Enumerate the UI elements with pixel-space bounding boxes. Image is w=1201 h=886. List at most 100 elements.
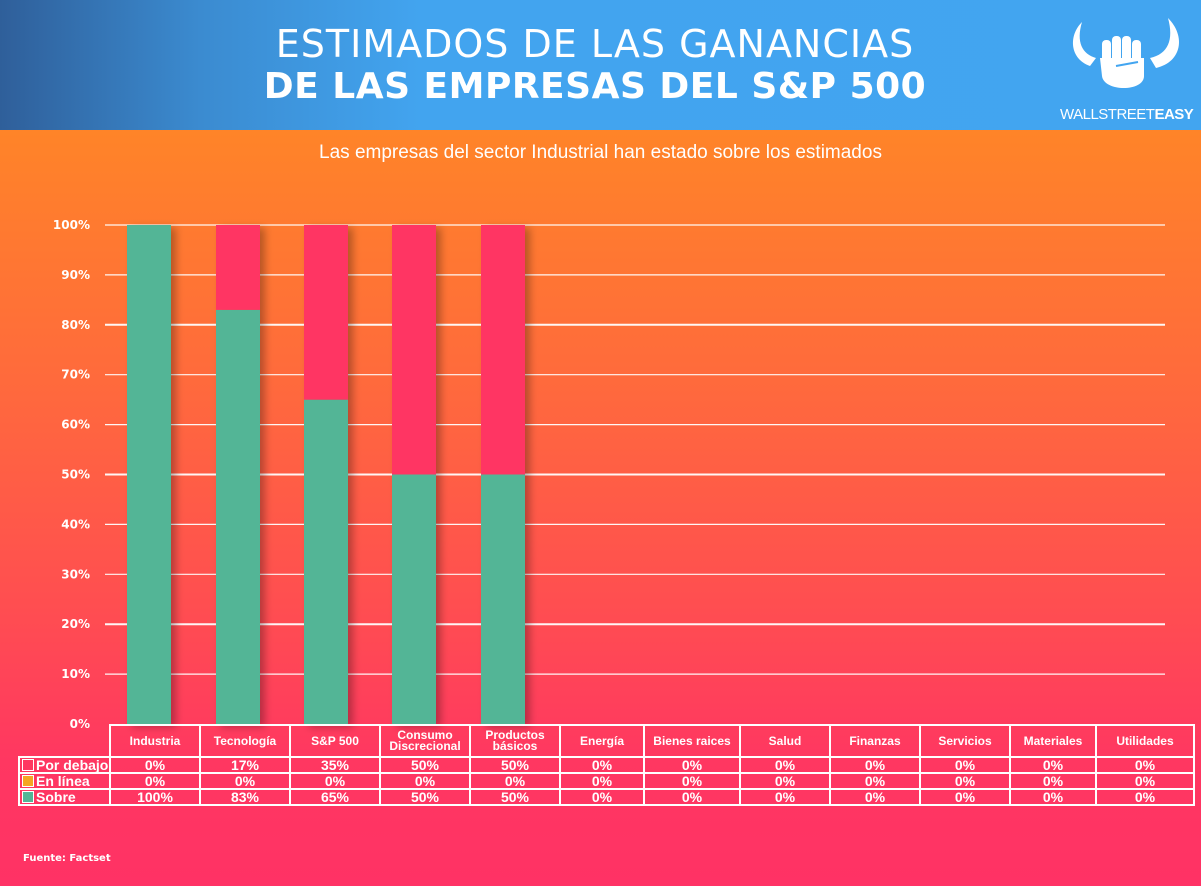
legend-entry: Sobre bbox=[18, 788, 111, 806]
data-label: 0% bbox=[829, 788, 921, 806]
gridlines bbox=[105, 224, 1165, 675]
legend-label: En línea bbox=[36, 773, 90, 789]
data-table: Industria Tecnología S&P 500 Consumo Discrec… bbox=[18, 724, 1195, 806]
category-label: S&P 500 bbox=[311, 733, 359, 748]
bar-stack bbox=[216, 225, 260, 724]
table-header-row: Industria Tecnología S&P 500 Consumo Discrec… bbox=[19, 724, 1195, 758]
category-label: Finanzas bbox=[849, 733, 901, 748]
table-corner bbox=[19, 725, 111, 758]
legend-label: Por debajo bbox=[36, 757, 109, 773]
category-label: básicos bbox=[492, 739, 538, 753]
category-header: Productos básicos bbox=[469, 724, 561, 758]
title-line-1: ESTIMADOS DE LAS GANANCIAS bbox=[275, 22, 915, 66]
table-row: En línea 0% 0% 0% 0% 0% 0% 0% 0% 0% 0% 0% 0% bbox=[18, 772, 1195, 790]
category-label: Salud bbox=[768, 733, 802, 748]
data-label: 0% bbox=[739, 772, 831, 790]
legend-label: Sobre bbox=[36, 789, 76, 805]
legend-entry: Por debajo bbox=[18, 756, 111, 774]
category-label: Energía bbox=[579, 733, 624, 748]
source-note: Fuente: Factset bbox=[23, 853, 111, 864]
table-row: Sobre 100% 83% 65% 50% 50% 0% 0% 0% 0% 0% 0% 0% bbox=[18, 788, 1195, 806]
category-header: Materiales bbox=[1009, 724, 1097, 758]
data-label: 35% bbox=[289, 756, 381, 774]
data-label: 0% bbox=[1095, 788, 1195, 806]
data-label: 0% bbox=[919, 756, 1011, 774]
data-label: 0% bbox=[919, 788, 1011, 806]
data-label: 0% bbox=[739, 756, 831, 774]
data-label: 0% bbox=[199, 772, 291, 790]
data-label: 0% bbox=[1009, 788, 1097, 806]
data-label: 50% bbox=[469, 788, 561, 806]
bar-segment-por-debajo bbox=[481, 225, 525, 475]
bar-stack bbox=[392, 225, 436, 724]
bars bbox=[127, 225, 525, 724]
category-label: Utilidades bbox=[1116, 733, 1174, 748]
legend-swatch bbox=[22, 775, 34, 787]
y-tick-label: 30% bbox=[61, 567, 90, 581]
data-label: 0% bbox=[1009, 772, 1097, 790]
data-label: 0% bbox=[109, 756, 201, 774]
category-label: Discrecional bbox=[389, 739, 461, 753]
category-label: Materiales bbox=[1023, 733, 1083, 748]
category-header: Tecnología bbox=[199, 724, 291, 758]
brand-name: WALLSTREETEASY bbox=[1060, 106, 1194, 123]
y-tick-label: 20% bbox=[61, 617, 90, 631]
data-label: 17% bbox=[199, 756, 291, 774]
y-axis-ticks: 0%10%20%30%40%50%60%70%80%90%100% bbox=[53, 218, 90, 731]
data-label: 0% bbox=[1009, 756, 1097, 774]
y-tick-label: 70% bbox=[61, 368, 90, 382]
bar-segment-sobre bbox=[481, 474, 525, 724]
data-label: 0% bbox=[643, 788, 741, 806]
brand-name-light: WALLSTREET bbox=[1060, 106, 1155, 123]
data-label: 0% bbox=[829, 756, 921, 774]
table-row: Por debajo 0% 17% 35% 50% 50% 0% 0% 0% 0% 0% 0% 0% bbox=[18, 756, 1195, 774]
y-tick-label: 40% bbox=[61, 517, 90, 531]
category-label: Consumo bbox=[397, 728, 453, 742]
brand-logo: WALLSTREETEASY bbox=[1060, 14, 1194, 124]
data-label: 0% bbox=[289, 772, 381, 790]
data-label: 0% bbox=[1095, 756, 1195, 774]
legend-entry: En línea bbox=[18, 772, 111, 790]
bar-stack bbox=[127, 225, 171, 724]
category-header: Consumo Discrecional bbox=[379, 724, 471, 758]
category-label: Bienes raices bbox=[653, 733, 731, 748]
category-header: Energía bbox=[559, 724, 645, 758]
data-label: 0% bbox=[379, 772, 471, 790]
brand-name-bold: EASY bbox=[1154, 106, 1194, 123]
y-tick-label: 10% bbox=[61, 667, 90, 681]
category-label: Servicios bbox=[938, 733, 992, 748]
bar-stack bbox=[481, 225, 525, 724]
header-banner: ESTIMADOS DE LAS GANANCIAS DE LAS EMPRES… bbox=[0, 0, 1201, 130]
data-label: 50% bbox=[379, 756, 471, 774]
data-label: 0% bbox=[559, 788, 645, 806]
data-label: 0% bbox=[739, 788, 831, 806]
category-label: Tecnología bbox=[213, 733, 277, 748]
bar-segment-sobre bbox=[392, 474, 436, 724]
stacked-bar-chart: 0%10%20%30%40%50%60%70%80%90%100% bbox=[53, 218, 1165, 731]
data-label: 100% bbox=[109, 788, 201, 806]
data-label: 0% bbox=[829, 772, 921, 790]
data-label: 50% bbox=[379, 788, 471, 806]
legend-swatch bbox=[22, 791, 34, 803]
bar-segment-sobre bbox=[127, 225, 171, 724]
data-label: 0% bbox=[109, 772, 201, 790]
y-tick-label: 50% bbox=[61, 468, 90, 482]
bar-segment-por-debajo bbox=[216, 225, 260, 310]
data-label: 0% bbox=[643, 756, 741, 774]
bar-segment-sobre bbox=[304, 399, 348, 724]
data-label: 50% bbox=[469, 756, 561, 774]
data-label: 83% bbox=[199, 788, 291, 806]
data-label: 0% bbox=[643, 772, 741, 790]
y-tick-label: 60% bbox=[61, 418, 90, 432]
category-header: Servicios bbox=[919, 724, 1011, 758]
category-label: Industria bbox=[129, 733, 181, 748]
y-tick-label: 100% bbox=[53, 218, 90, 232]
category-header: Industria bbox=[109, 724, 201, 758]
category-label: Productos bbox=[485, 728, 545, 742]
data-label: 0% bbox=[559, 772, 645, 790]
bar-segment-sobre bbox=[216, 309, 260, 724]
category-header: Salud bbox=[739, 724, 831, 758]
title-line-2: DE LAS EMPRESAS DEL S&P 500 bbox=[263, 66, 927, 107]
bar-segment-por-debajo bbox=[392, 225, 436, 475]
data-label: 0% bbox=[919, 772, 1011, 790]
